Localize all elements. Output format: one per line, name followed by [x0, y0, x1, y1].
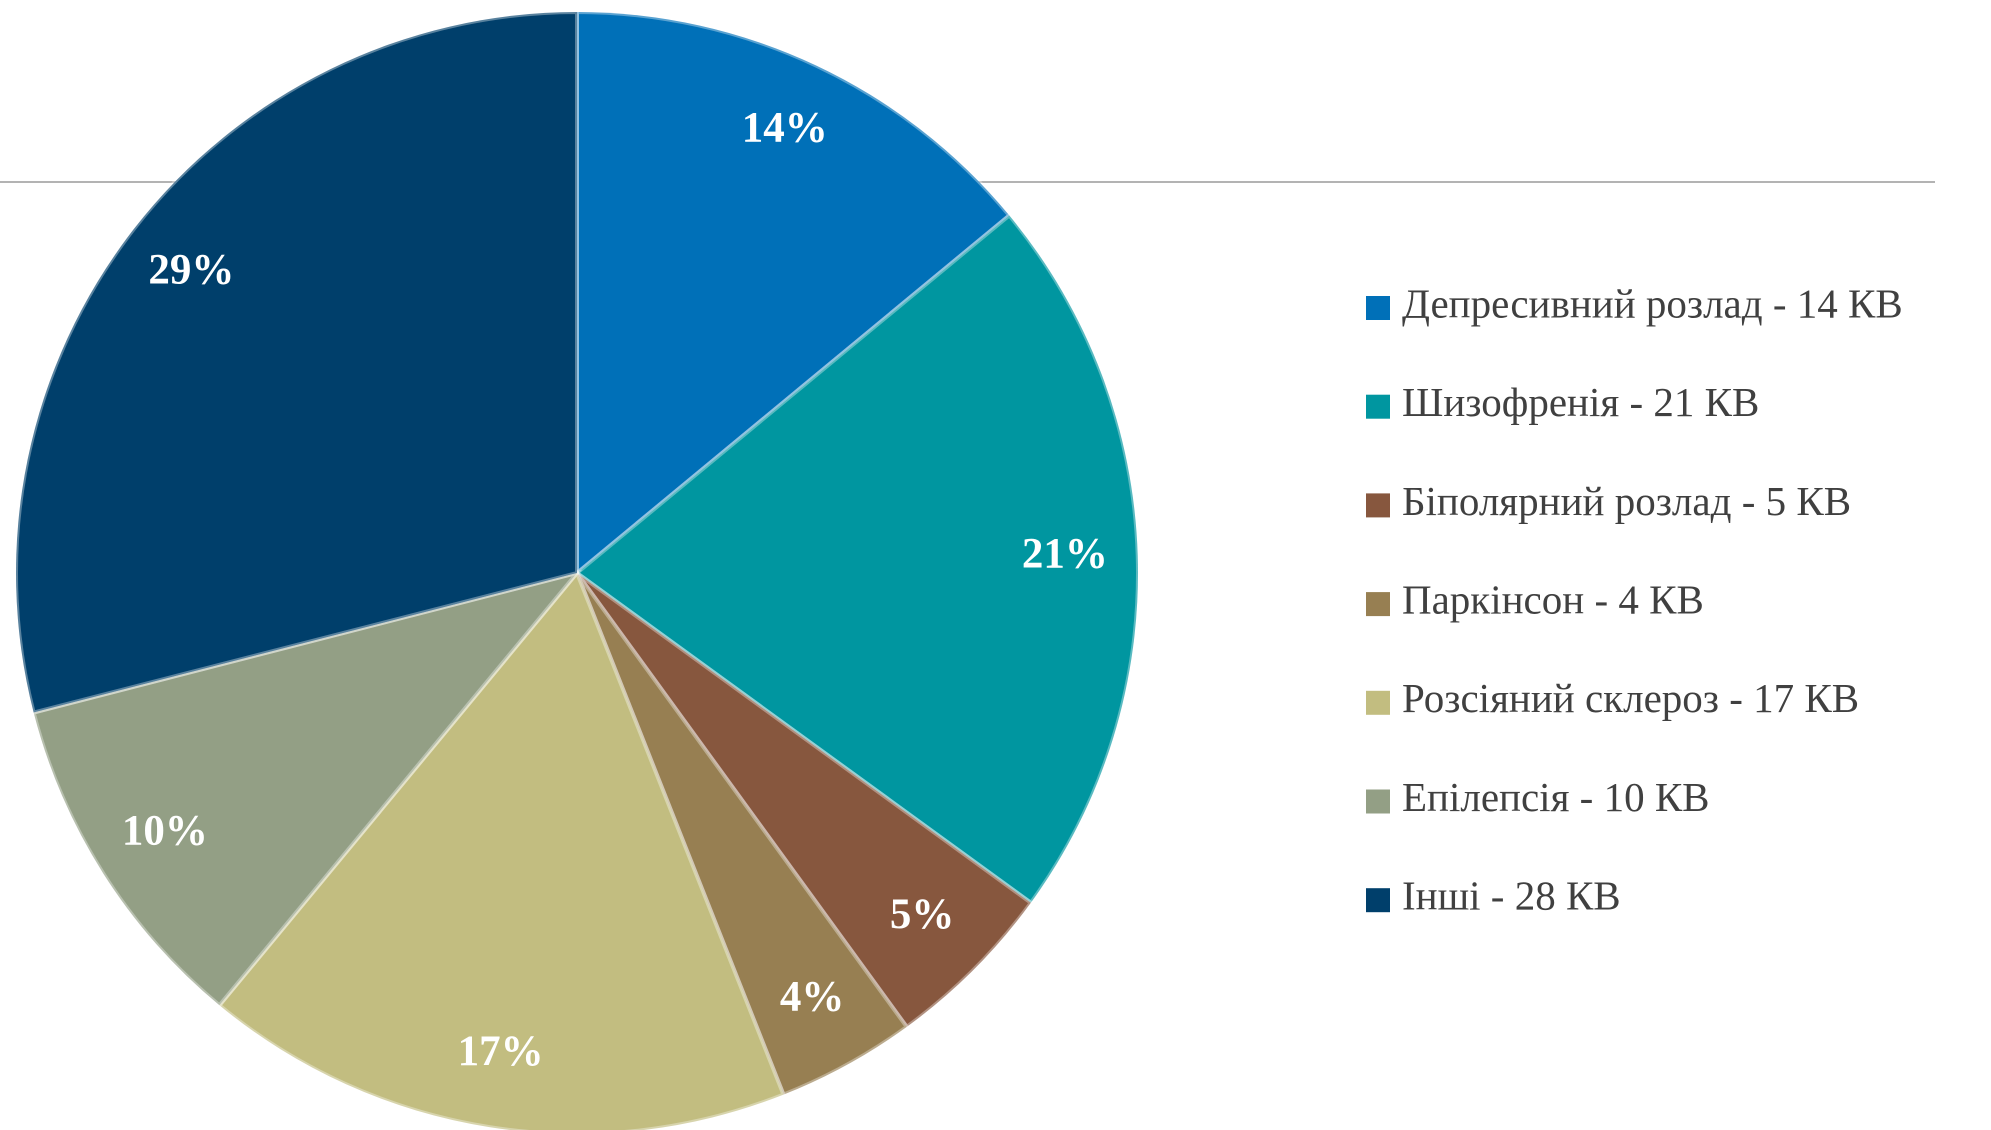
- data-label: 29%: [148, 247, 234, 294]
- data-label: 5%: [890, 891, 955, 938]
- data-label: 10%: [122, 807, 208, 854]
- legend-label: Епілепсія - 10 КВ: [1402, 774, 1710, 820]
- legend-label: Паркінсон - 4 КВ: [1402, 577, 1704, 623]
- data-label: 21%: [1022, 531, 1108, 578]
- legend-swatch: [1366, 296, 1390, 320]
- pie-slice: [573, 212, 1140, 906]
- legend-swatch: [1366, 690, 1390, 715]
- data-label: 14%: [742, 104, 828, 151]
- pie-slice: [31, 569, 583, 1009]
- data-label: 17%: [458, 1028, 544, 1075]
- legend-label: Розсіяний склероз - 17 КВ: [1402, 675, 1859, 721]
- pie-slice: [14, 9, 579, 715]
- legend-swatch: [1366, 888, 1390, 913]
- legend-swatch: [1366, 493, 1390, 518]
- legend-label: Депресивний розлад - 14 КВ: [1402, 280, 1903, 326]
- legend-label: Шизофренія - 21 КВ: [1402, 379, 1759, 425]
- legend-swatch: [1366, 592, 1390, 617]
- data-label: 4%: [780, 974, 845, 1021]
- pie-slice: [575, 571, 910, 1098]
- pie-slice: [216, 569, 787, 1130]
- pie-slice: [575, 571, 1034, 1030]
- legend-label: Інші - 28 КВ: [1402, 873, 1621, 919]
- legend-swatch: [1366, 789, 1390, 814]
- legend-swatch: [1366, 394, 1390, 419]
- pie-slice: [575, 9, 1013, 578]
- legend-label: Біполярний розлад - 5 КВ: [1402, 478, 1851, 524]
